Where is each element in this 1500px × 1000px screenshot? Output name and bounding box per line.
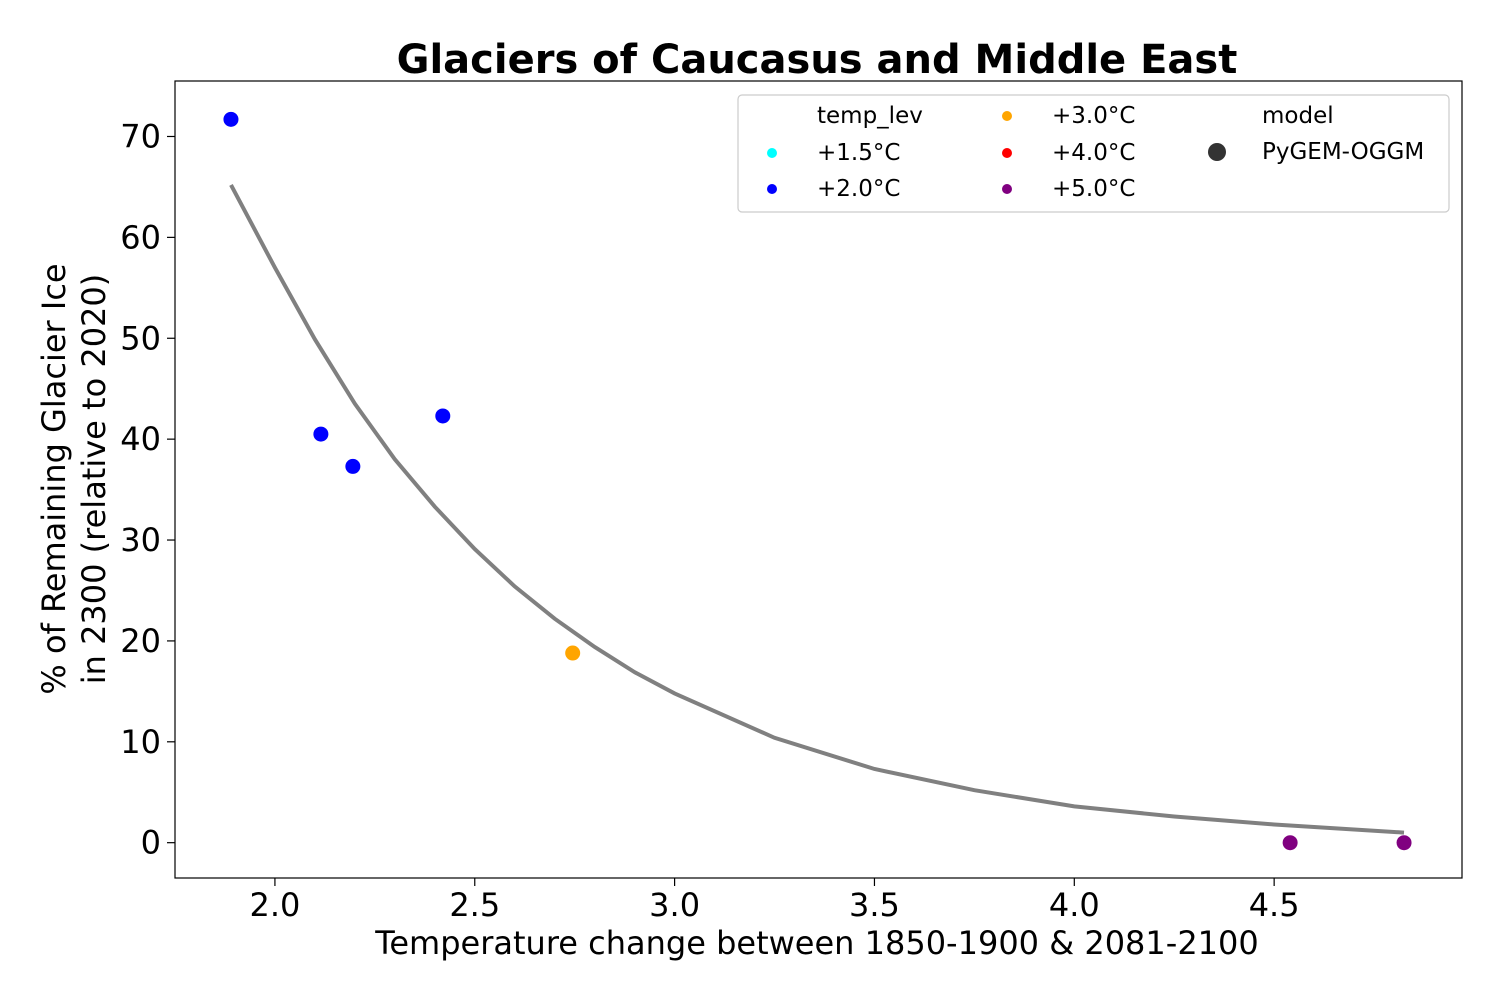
data-point-2 [313,426,329,442]
y-axis-label-line1: % of Remaining Glacier Ice [35,263,73,694]
data-point-4 [435,408,451,424]
legend-label-1-5: +1.5°C [817,140,900,166]
data-point-3 [345,458,361,474]
chart-title: Glaciers of Caucasus and Middle East [397,37,1238,83]
plot-area: 2.0 2.5 3.0 3.5 4.0 4.5 0 10 20 30 40 50 60 70 [120,80,1463,924]
fit-curve [229,183,1405,835]
x-tick-label: 2.5 [449,886,500,924]
legend-model-title: model [1262,103,1334,129]
x-tick-label: 3.0 [649,886,700,924]
y-tick-label: 50 [120,319,161,357]
legend-temp-title: temp_lev [817,103,923,129]
legend-marker-2-0 [767,184,777,194]
y-tick-label: 0 [141,824,161,862]
x-tick-label: 4.5 [1249,886,1300,924]
y-axis: 0 10 20 30 40 50 60 70 [120,117,175,862]
y-tick-label: 10 [120,723,161,761]
x-tick-label: 4.0 [1049,886,1100,924]
y-tick-label: 40 [120,420,161,458]
y-tick-label: 20 [120,622,161,660]
legend-marker-pygem-oggm [1208,143,1226,161]
legend-label-3-0: +3.0°C [1052,103,1135,129]
legend-label-2-0: +2.0°C [817,176,900,202]
y-axis-label-line2: in 2300 (relative to 2020) [75,274,113,685]
x-tick-label: 2.0 [249,886,300,924]
x-axis: 2.0 2.5 3.0 3.5 4.0 4.5 [249,878,1300,924]
y-tick-label: 70 [120,117,161,155]
legend-label-4-0: +4.0°C [1052,140,1135,166]
data-point-1 [223,111,239,127]
legend-marker-3-0 [1002,111,1012,121]
y-tick-label: 60 [120,218,161,256]
data-points [223,111,1412,851]
plot-frame [174,80,1463,879]
y-tick-label: 30 [120,521,161,559]
x-tick-label: 3.5 [849,886,900,924]
legend-marker-4-0 [1002,148,1012,158]
x-axis-label: Temperature change between 1850-1900 & 2… [374,924,1259,962]
legend-frame [737,94,1450,213]
legend-marker-1-5 [767,148,777,158]
data-point-7 [1396,835,1412,851]
legend: temp_lev +1.5°C +2.0°C +3.0°C +4.0°C +5.… [737,94,1450,213]
data-point-5 [565,645,581,661]
legend-label-5-0: +5.0°C [1052,176,1135,202]
legend-label-pygem-oggm: PyGEM-OGGM [1262,139,1424,165]
data-point-6 [1282,835,1298,851]
legend-marker-5-0 [1002,184,1012,194]
